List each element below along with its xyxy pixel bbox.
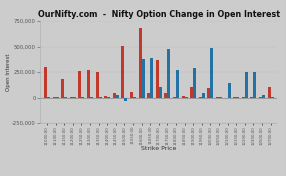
Bar [147,93,150,98]
Bar [210,48,213,98]
Bar [130,92,133,98]
Bar [113,93,116,98]
Bar [216,97,219,98]
Bar [78,71,81,98]
Bar [104,96,107,98]
Bar [245,72,248,98]
Bar [44,67,47,98]
X-axis label: Strike Price: Strike Price [141,146,176,151]
Bar [138,28,142,98]
Bar [202,93,205,98]
Bar [184,97,188,98]
Bar [259,97,262,98]
Bar [81,97,84,98]
Bar [133,97,136,98]
Title: OurNifty.com  -  Nifty Option Change in Open Interest: OurNifty.com - Nifty Option Change in Op… [38,10,280,19]
Bar [107,97,110,98]
Bar [70,97,73,98]
Bar [242,97,245,98]
Bar [47,97,50,98]
Bar [61,79,64,98]
Bar [250,97,253,98]
Y-axis label: Open Interest: Open Interest [6,53,11,91]
Bar [228,83,231,98]
Bar [176,70,179,98]
Bar [156,60,159,98]
Bar [253,72,256,98]
Bar [199,97,202,98]
Bar [236,97,239,98]
Bar [64,97,67,98]
Bar [87,70,90,98]
Bar [167,49,170,98]
Bar [96,72,98,98]
Bar [98,97,102,98]
Bar [207,89,210,98]
Bar [142,59,144,98]
Bar [164,93,167,98]
Bar [190,87,193,98]
Bar [159,87,162,98]
Bar [124,98,127,101]
Bar [116,95,119,98]
Bar [55,97,59,98]
Bar [90,97,93,98]
Bar [219,97,222,98]
Bar [173,97,176,98]
Bar [182,96,184,98]
Bar [233,97,236,98]
Bar [193,68,196,98]
Bar [271,97,273,98]
Bar [262,95,265,98]
Bar [267,87,271,98]
Bar [121,46,124,98]
Bar [73,97,76,98]
Bar [53,97,55,98]
Bar [150,58,153,98]
